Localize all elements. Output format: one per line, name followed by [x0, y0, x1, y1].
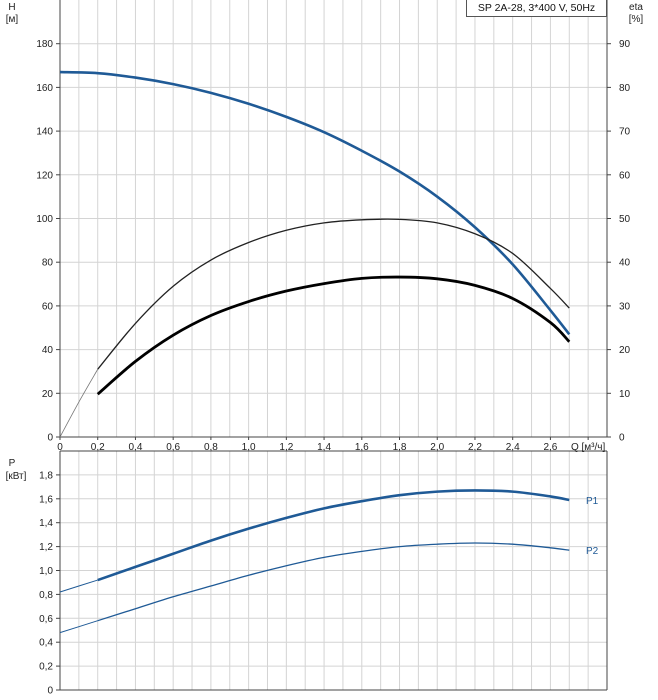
p2-curve-extension [59, 620, 98, 634]
y-tick-label-bottom: 1,4 [39, 518, 53, 529]
x-tick-label: 0,4 [128, 442, 142, 453]
y-tick-label-right: 70 [619, 127, 631, 138]
head-curve [59, 70, 571, 336]
y-tick-label-left: 100 [36, 214, 53, 225]
top-grid [60, 0, 607, 437]
y-tick-label-right: 30 [619, 301, 631, 312]
y-tick-label-bottom: 0,6 [39, 614, 53, 625]
x-tick-label: 1,0 [242, 442, 256, 453]
y-tick-label-right: 10 [619, 389, 631, 400]
y-tick-label-left: 120 [36, 170, 53, 181]
x-tick-label: 1,4 [317, 442, 331, 453]
x-tick-label: 2,0 [430, 442, 444, 453]
y-tick-label-right: 0 [619, 433, 625, 444]
p2-curve [97, 542, 570, 622]
y-tick-label-right: 50 [619, 214, 631, 225]
y-tick-label-left: 160 [36, 83, 53, 94]
y-tick-label-right: 20 [619, 345, 631, 356]
y-tick-label-left: 0 [47, 433, 53, 444]
x-tick-label: 2,4 [506, 442, 520, 453]
x-tick-label: 1,8 [393, 442, 407, 453]
y-axis-unit-right: [%] [629, 14, 644, 25]
y-tick-label-right: 40 [619, 258, 631, 269]
y-axis-unit-left: [м] [6, 14, 19, 25]
x-tick-label: 2,2 [468, 442, 482, 453]
y-tick-label-bottom: 0,4 [39, 638, 53, 649]
y-tick-label-left: 180 [36, 39, 53, 50]
x-tick-label: 0,6 [166, 442, 180, 453]
y-tick-label-right: 90 [619, 39, 631, 50]
x-tick-label: 0,2 [91, 442, 105, 453]
p1-label: P1 [586, 496, 599, 507]
y-tick-label-bottom: 0,2 [39, 662, 53, 673]
bottom-y-axis-symbol: P [9, 458, 16, 469]
y-tick-label-left: 140 [36, 127, 53, 138]
bottom-y-axis-unit: [кВт] [6, 471, 27, 482]
p2-label: P2 [586, 546, 599, 557]
y-tick-label-bottom: 1,8 [39, 470, 53, 481]
x-tick-label: 1,2 [279, 442, 293, 453]
y-tick-label-bottom: 1,0 [39, 566, 53, 577]
y-tick-label-bottom: 1,2 [39, 542, 53, 553]
y-tick-label-left: 60 [42, 301, 54, 312]
legend-box: SP 2A-28, 3*400 V, 50Hz [466, 0, 607, 17]
y-tick-label-left: 40 [42, 345, 54, 356]
p1-curve [97, 489, 570, 582]
efficiency-curve-extension [59, 369, 99, 438]
x-tick-label: 1,6 [355, 442, 369, 453]
efficiency-curve-thin [97, 218, 570, 370]
bottom-grid [60, 451, 607, 690]
x-axis-label: Q [м³/ч] [571, 442, 606, 453]
y-tick-label-bottom: 1,6 [39, 494, 53, 505]
x-tick-label: 0,8 [204, 442, 218, 453]
bottom-frame [56, 450, 608, 691]
p1-curve-extension [59, 579, 98, 593]
x-tick-label: 0 [57, 442, 63, 453]
y-tick-label-right: 60 [619, 170, 631, 181]
efficiency-curve-thick [96, 275, 571, 396]
y-tick-label-left: 20 [42, 389, 54, 400]
curves [59, 70, 571, 634]
y-tick-label-left: 80 [42, 258, 54, 269]
top-frame [56, 0, 611, 440]
axis-labels: 0 20 40 60 80 100 120 140 160 180 0 10 20 30 40 50 60 70 8… [6, 2, 644, 697]
y-tick-label-right: 80 [619, 83, 631, 94]
y-axis-symbol-right: eta [629, 2, 643, 13]
x-tick-label: 2,6 [543, 442, 557, 453]
y-axis-symbol-left: H [8, 2, 15, 13]
y-tick-label-bottom: 0,8 [39, 590, 53, 601]
y-tick-label-bottom: 0 [47, 686, 53, 697]
